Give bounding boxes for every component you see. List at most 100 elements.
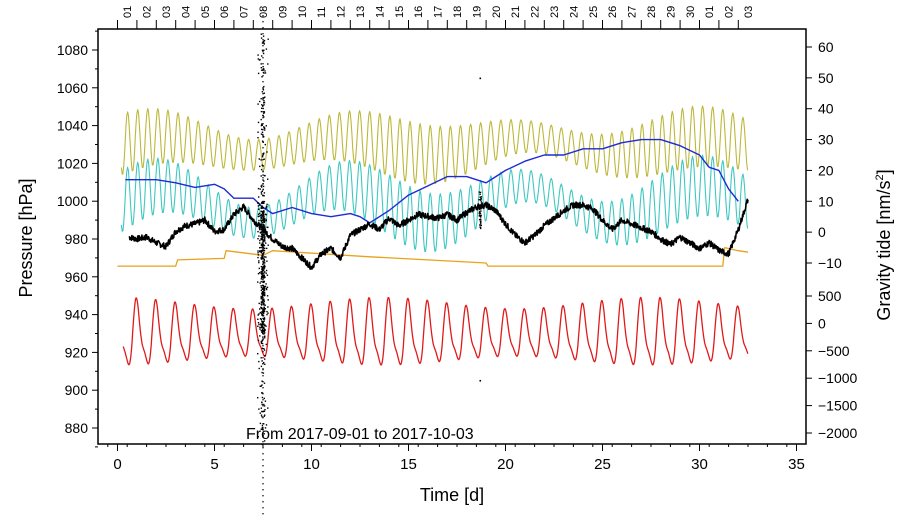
noise-point xyxy=(261,314,263,316)
noise-point xyxy=(262,280,264,283)
noise-point xyxy=(262,441,264,443)
noise-point xyxy=(262,387,264,389)
noise-point xyxy=(262,66,264,68)
x-axis-ticks: 0 5 10 15 20 25 30 35 xyxy=(107,444,805,473)
noise-point xyxy=(263,92,265,94)
noise-point xyxy=(261,237,263,240)
noise-point xyxy=(262,327,264,329)
noise-point xyxy=(258,272,261,274)
noise-point xyxy=(480,208,482,210)
noise-point xyxy=(262,165,264,167)
x-tick-label: 25 xyxy=(594,456,611,473)
noise-point xyxy=(263,298,265,300)
noise-point xyxy=(261,246,263,248)
noise-point xyxy=(260,251,262,253)
series-layer xyxy=(117,9,749,515)
noise-point xyxy=(267,306,269,308)
noise-point xyxy=(263,256,266,258)
date-label: 01 xyxy=(122,6,134,18)
noise-point xyxy=(262,201,264,203)
noise-point xyxy=(480,201,482,203)
noise-point xyxy=(263,202,265,204)
noise-point xyxy=(264,237,266,239)
noise-point xyxy=(262,363,264,365)
date-label: 03 xyxy=(161,6,173,18)
noise-point xyxy=(259,335,261,337)
noise-point xyxy=(262,273,264,275)
noise-point xyxy=(263,111,266,113)
noise-point xyxy=(260,244,263,247)
noise-point xyxy=(262,88,264,90)
noise-point xyxy=(265,125,267,127)
noise-point xyxy=(257,322,260,324)
noise-point xyxy=(262,217,265,219)
noise-point xyxy=(262,477,264,479)
gravity-lower-tick-label: 500 xyxy=(818,288,842,304)
noise-point xyxy=(262,351,264,353)
x-tick-label: 15 xyxy=(400,456,417,473)
pressure-tick-label: 980 xyxy=(65,231,89,247)
noise-point xyxy=(263,180,265,182)
date-label: 23 xyxy=(549,6,561,18)
noise-point xyxy=(263,349,266,351)
noise-point xyxy=(262,75,264,77)
date-label: 28 xyxy=(646,6,658,18)
gravity-lower-tick-label: −1500 xyxy=(818,398,858,414)
noise-point xyxy=(262,45,264,47)
y-axis-title-right: Gravity tide [nm/s2] xyxy=(874,169,894,320)
noise-point xyxy=(261,326,263,328)
noise-point xyxy=(260,407,262,409)
gravity-tick-label: 50 xyxy=(818,70,834,86)
noise-point xyxy=(261,384,263,386)
noise-point xyxy=(262,423,264,425)
noise-point xyxy=(261,308,263,310)
noise-point xyxy=(258,204,261,206)
noise-point xyxy=(260,219,262,221)
noise-point xyxy=(261,156,264,158)
noise-point xyxy=(263,219,265,222)
noise-point xyxy=(262,51,264,53)
pressure-line xyxy=(128,198,749,270)
noise-point xyxy=(259,250,261,252)
noise-point xyxy=(262,27,264,29)
noise-point xyxy=(261,229,263,231)
gravity-tick-label: −10 xyxy=(818,255,842,271)
noise-point xyxy=(262,246,265,248)
noise-point xyxy=(258,208,260,210)
noise-point xyxy=(263,85,265,88)
noise-point xyxy=(257,256,259,259)
noise-point xyxy=(261,380,263,382)
noise-point xyxy=(259,385,261,387)
date-label: 10 xyxy=(297,6,309,18)
noise-point xyxy=(263,272,265,274)
noise-point xyxy=(261,164,263,166)
noise-point xyxy=(260,210,262,212)
noise-point xyxy=(262,249,264,251)
noise-point xyxy=(260,235,262,238)
noise-point xyxy=(261,124,263,126)
noise-point xyxy=(261,250,263,252)
noise-point xyxy=(260,275,263,278)
right-title-superscript: 2 xyxy=(874,174,886,180)
noise-point xyxy=(262,207,264,209)
noise-point xyxy=(261,272,263,274)
date-label: 29 xyxy=(665,6,677,18)
noise-point xyxy=(262,270,265,272)
top-date-axis: 01 02 03 04 05 06 07 08 09 10 11 12 13 14 15 16 17 18 19 20… xyxy=(117,6,755,29)
noise-point xyxy=(263,327,265,329)
noise-point xyxy=(261,186,263,188)
noise-point xyxy=(257,314,259,316)
noise-point xyxy=(257,215,260,218)
noise-point xyxy=(262,293,264,296)
noise-point xyxy=(258,212,261,215)
noise-point xyxy=(262,303,264,305)
y-axis-title-left: Pressure [hPa] xyxy=(16,178,36,297)
noise-point xyxy=(260,298,262,300)
noise-point xyxy=(266,286,269,288)
noise-point xyxy=(480,222,482,224)
noise-point xyxy=(257,252,259,254)
noise-point xyxy=(262,330,265,333)
noise-point xyxy=(266,274,269,276)
noise-point xyxy=(260,285,262,287)
